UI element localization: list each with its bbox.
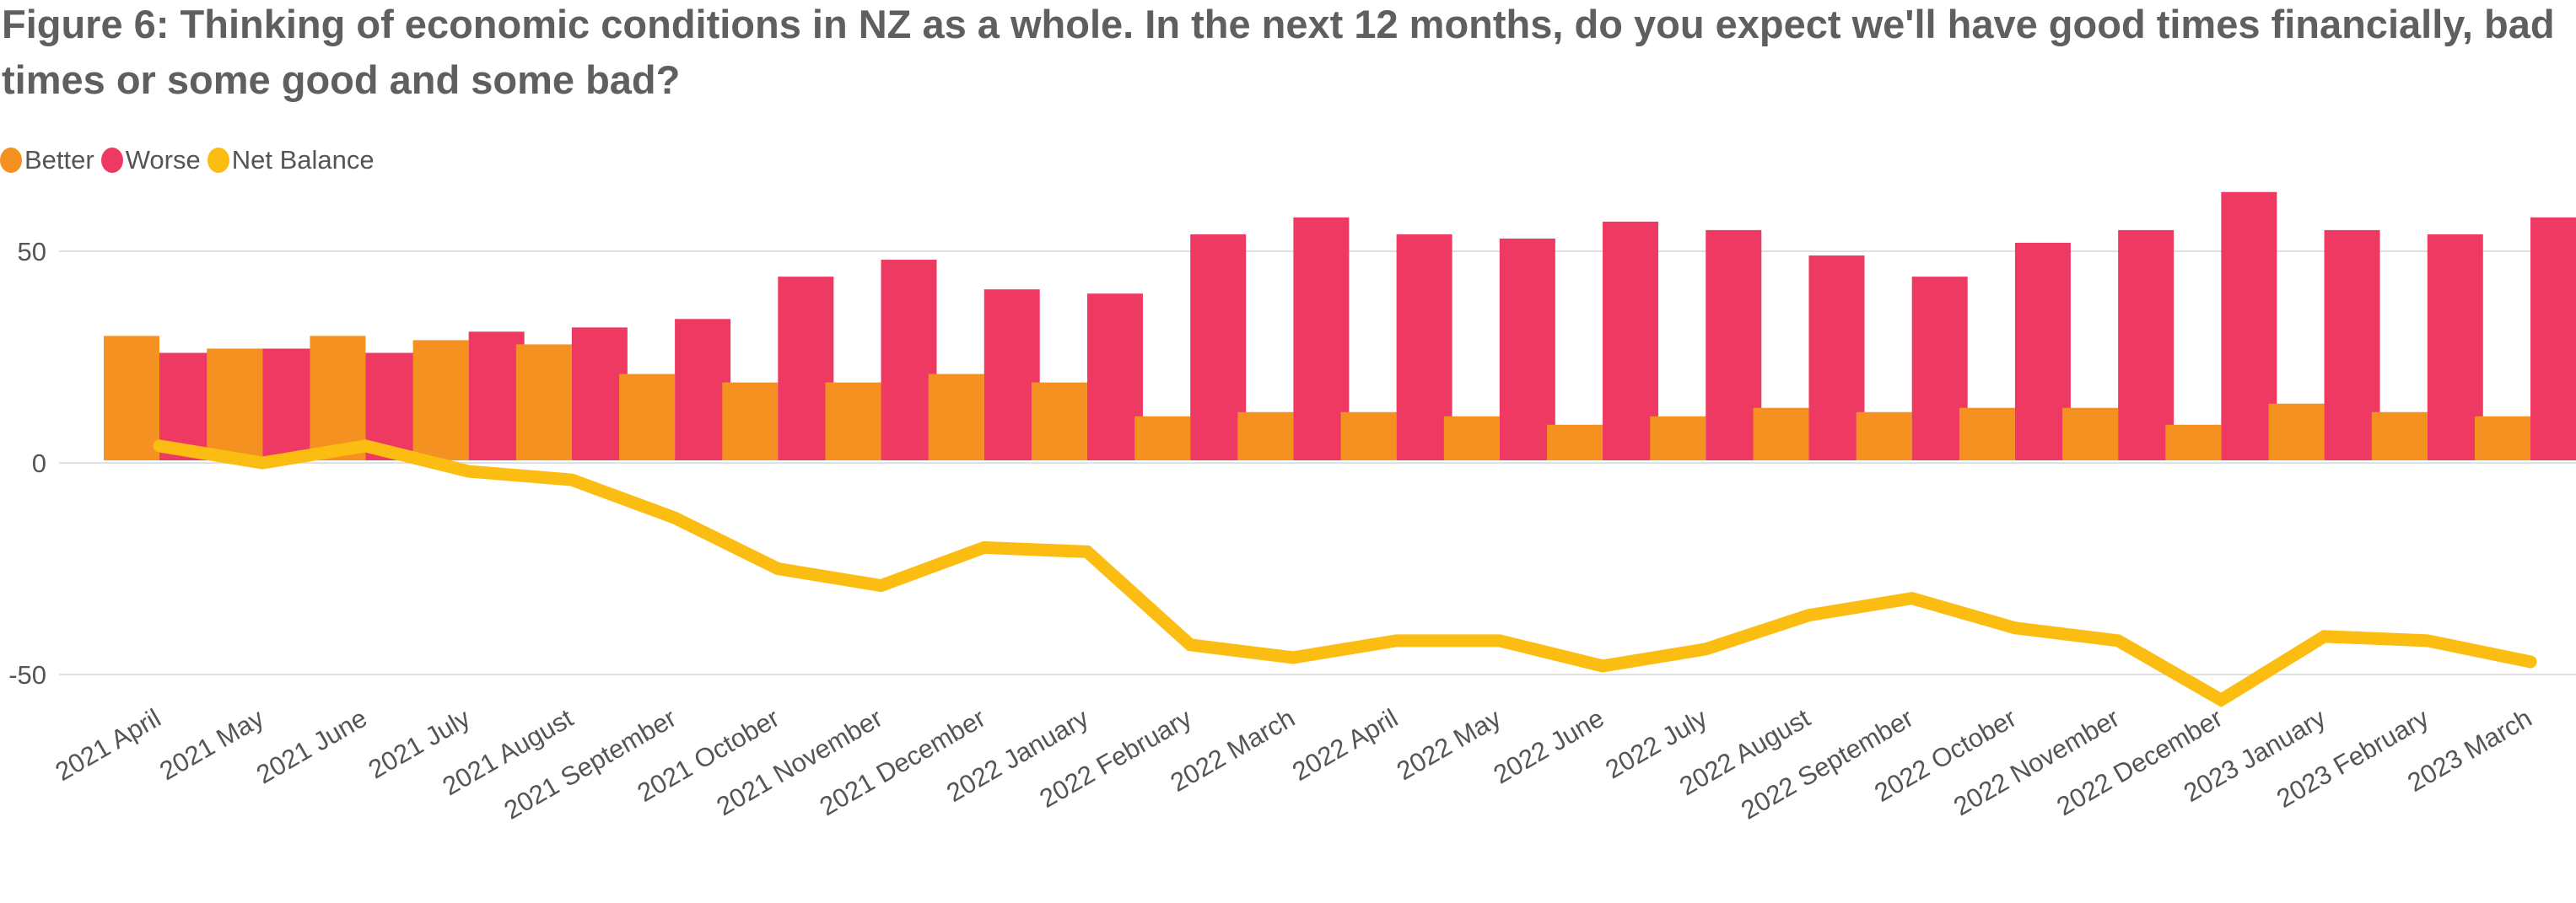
- bar-better: [1753, 407, 1809, 460]
- x-tick-label: 2021 June: [251, 703, 372, 790]
- bar-better: [207, 348, 263, 460]
- x-tick-label: 2022 April: [1287, 703, 1403, 787]
- bar-better: [412, 340, 469, 460]
- bar-worse: [1293, 217, 1350, 460]
- bar-better: [2165, 424, 2222, 460]
- bar-worse: [2530, 217, 2576, 460]
- bar-better: [2268, 403, 2325, 460]
- legend-label-better: Better: [24, 145, 94, 175]
- legend-item-net-balance[interactable]: Net Balance: [207, 145, 375, 175]
- bar-worse: [2118, 229, 2175, 460]
- x-tick-label: 2021 April: [51, 703, 166, 787]
- bar-better: [1959, 407, 2015, 460]
- legend-swatch-worse: [100, 148, 123, 173]
- bar-worse: [468, 331, 525, 460]
- y-tick-label: 50: [18, 237, 46, 266]
- legend: Better Worse Net Balance: [0, 145, 375, 175]
- bar-better: [1856, 411, 1912, 460]
- bar-better: [1547, 424, 1603, 460]
- legend-label-net-balance: Net Balance: [231, 145, 375, 175]
- bar-worse: [675, 319, 731, 460]
- legend-swatch-better: [0, 148, 22, 173]
- bar-worse: [1706, 229, 1762, 460]
- chart-title: Figure 6: Thinking of economic condition…: [2, 2, 2555, 102]
- bar-better: [515, 344, 572, 460]
- bar-worse: [1190, 234, 1247, 460]
- bar-better: [104, 336, 159, 460]
- bar-worse: [1603, 221, 1659, 460]
- legend-swatch-net-balance: [207, 148, 229, 173]
- x-tick-label: 2022 September: [1736, 703, 1918, 825]
- bar-worse: [778, 277, 834, 460]
- bar-better: [2062, 407, 2119, 460]
- bar-worse: [262, 348, 319, 460]
- bar-worse: [881, 260, 937, 460]
- y-tick-label: -50: [8, 660, 46, 690]
- legend-item-worse[interactable]: Worse: [100, 145, 201, 175]
- bar-worse: [1499, 238, 1555, 460]
- bar-better: [928, 374, 984, 460]
- x-tick-label: 2021 May: [154, 703, 269, 787]
- y-tick-label: 0: [32, 449, 46, 478]
- bar-worse: [1808, 255, 1865, 460]
- bar-worse: [2324, 229, 2380, 460]
- x-tick-label: 2022 May: [1392, 703, 1506, 787]
- bar-better: [1650, 416, 1706, 460]
- bar-better: [1031, 382, 1087, 460]
- bar-better: [619, 374, 676, 460]
- bar-better: [310, 336, 366, 460]
- bar-better: [825, 382, 881, 460]
- bar-better: [2371, 411, 2428, 460]
- bar-better: [1340, 411, 1397, 460]
- bar-better: [1134, 416, 1191, 460]
- bar-better: [1237, 411, 1294, 460]
- bar-better: [2475, 416, 2530, 460]
- bar-worse: [2014, 242, 2071, 460]
- bar-worse: [984, 289, 1040, 460]
- bar-worse: [2427, 234, 2483, 460]
- x-tick-label: 2021 September: [499, 703, 682, 825]
- x-tick-label: 2022 June: [1489, 703, 1609, 790]
- bar-better: [1443, 416, 1500, 460]
- bar-worse: [1396, 234, 1452, 460]
- line-net-balance: [153, 439, 2537, 707]
- bar-worse: [571, 327, 628, 460]
- bar-better: [722, 382, 779, 460]
- bar-worse: [2221, 191, 2277, 460]
- bar-worse: [1086, 293, 1143, 460]
- bar-worse: [1911, 277, 1968, 460]
- legend-label-worse: Worse: [125, 145, 201, 175]
- legend-item-better[interactable]: Better: [0, 145, 94, 175]
